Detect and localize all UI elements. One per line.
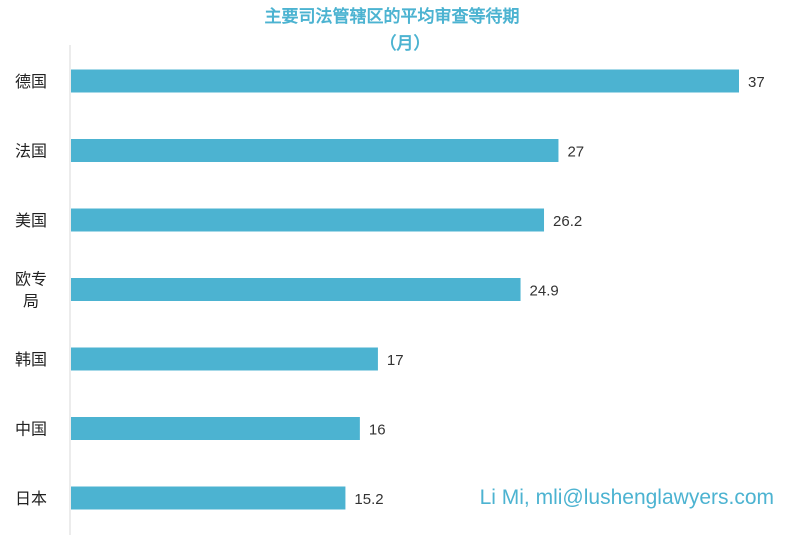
bar-3 bbox=[71, 278, 521, 301]
chart-title-line-2: （月） bbox=[380, 33, 431, 54]
value-label-2: 26.2 bbox=[553, 213, 582, 230]
bar-6 bbox=[71, 486, 346, 510]
category-label-3: 欧专局 bbox=[15, 270, 47, 311]
value-label-6: 15.2 bbox=[354, 491, 383, 508]
value-label-0: 37 bbox=[748, 74, 765, 91]
author-annotation: Li Mi, mli@lushenglawyers.com bbox=[480, 486, 774, 509]
category-label-5: 中国 bbox=[15, 420, 47, 439]
bar-5 bbox=[71, 417, 360, 440]
value-labels-layer: 37 27 26.2 24.9 17 16 15.2 bbox=[354, 74, 764, 508]
category-label-4: 韩国 bbox=[15, 350, 47, 369]
chart-title-line-1: 主要司法管辖区的平均审查等待期 bbox=[265, 6, 520, 27]
value-label-5: 16 bbox=[369, 422, 386, 439]
category-label-1: 法国 bbox=[15, 142, 47, 161]
value-label-4: 17 bbox=[387, 352, 404, 369]
value-label-1: 27 bbox=[567, 144, 584, 161]
category-label-6: 日本 bbox=[15, 489, 47, 508]
category-label-0: 德国 bbox=[15, 72, 47, 91]
bars-layer bbox=[71, 69, 739, 510]
bar-1 bbox=[71, 139, 559, 162]
category-label-2: 美国 bbox=[15, 211, 47, 230]
bar-4 bbox=[71, 347, 378, 371]
bar-2 bbox=[71, 208, 545, 232]
value-label-3: 24.9 bbox=[530, 283, 559, 300]
bar-0 bbox=[71, 69, 739, 93]
